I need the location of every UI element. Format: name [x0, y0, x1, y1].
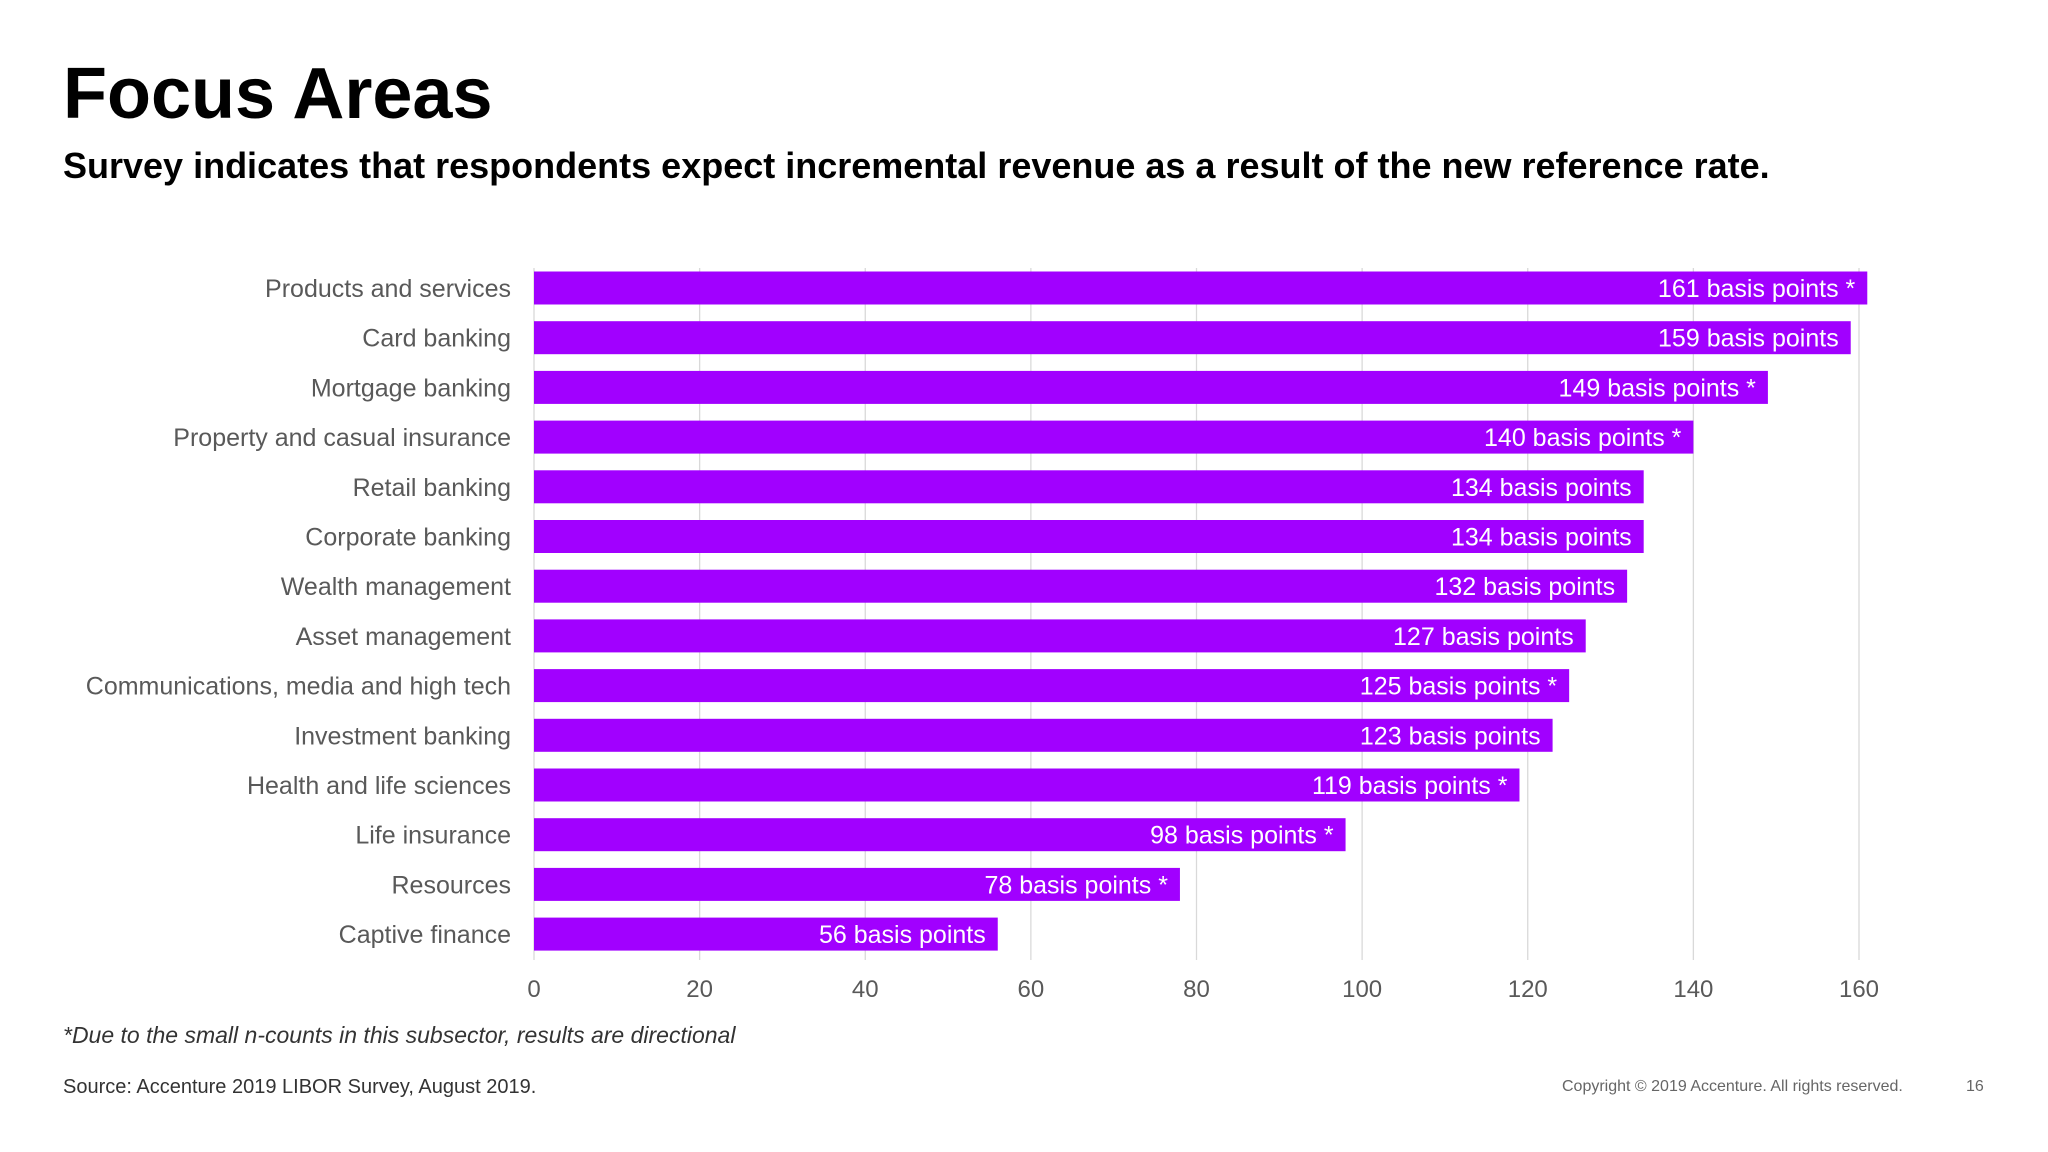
x-tick-label: 0 — [527, 976, 540, 1003]
labels: 0 20 40 60 80 100 120 140 160 Products and servic… — [86, 275, 1879, 1003]
data-label: 161 basis points * — [1658, 275, 1856, 303]
category-label: Asset management — [296, 623, 511, 651]
x-tick-label: 60 — [1018, 976, 1045, 1003]
bar — [534, 520, 1644, 553]
data-label: 140 basis points * — [1484, 424, 1682, 452]
category-label: Corporate banking — [305, 524, 511, 552]
data-label: 134 basis points — [1451, 474, 1632, 502]
page-title: Focus Areas — [63, 54, 493, 134]
bar-chart: 0 20 40 60 80 100 120 140 160 Products and servic… — [86, 268, 1879, 1003]
source-note: Source: Accenture 2019 LIBOR Survey, Aug… — [63, 1076, 537, 1098]
bar — [534, 867, 1180, 901]
page-number: 16 — [1966, 1078, 1984, 1095]
category-label: Communications, media and high tech — [86, 673, 511, 701]
bar — [534, 718, 1553, 752]
bar — [534, 271, 1868, 305]
bar — [534, 569, 1628, 603]
copyright-notice: Copyright © 2019 Accenture. All rights r… — [1562, 1078, 1903, 1095]
x-tick-label: 20 — [686, 976, 713, 1003]
page-subtitle: Survey indicates that respondents expect… — [63, 145, 1770, 186]
bar — [534, 818, 1346, 852]
data-label: 98 basis points * — [1150, 822, 1334, 850]
bar — [534, 420, 1694, 454]
category-label: Captive finance — [339, 921, 511, 949]
bar — [534, 619, 1586, 653]
category-label: Retail banking — [353, 474, 511, 502]
x-tick-label: 100 — [1342, 976, 1382, 1003]
category-label: Property and casual insurance — [173, 424, 511, 452]
category-label: Wealth management — [281, 573, 511, 601]
data-label: 123 basis points — [1360, 722, 1541, 750]
bar — [534, 370, 1768, 404]
category-label: Life insurance — [355, 822, 511, 850]
x-tick-label: 40 — [852, 976, 879, 1003]
bar — [534, 669, 1570, 703]
footnote: *Due to the small n-counts in this subse… — [63, 1022, 736, 1048]
data-label: 159 basis points — [1658, 325, 1839, 353]
data-label: 78 basis points * — [984, 871, 1168, 899]
x-tick-label: 80 — [1183, 976, 1210, 1003]
category-label: Mortgage banking — [311, 374, 511, 402]
bar — [534, 321, 1851, 355]
data-label: 149 basis points * — [1559, 374, 1757, 402]
category-label: Health and life sciences — [247, 772, 511, 800]
category-label: Investment banking — [294, 722, 511, 750]
data-label: 56 basis points — [819, 921, 986, 949]
bar — [534, 917, 998, 951]
data-label: 134 basis points — [1451, 524, 1632, 552]
bars — [534, 271, 1868, 951]
category-label: Card banking — [362, 325, 511, 353]
data-label: 132 basis points — [1434, 573, 1615, 601]
x-tick-label: 160 — [1839, 976, 1879, 1003]
data-label: 119 basis points * — [1312, 772, 1508, 800]
category-label: Resources — [392, 871, 512, 899]
bar — [534, 470, 1644, 504]
x-tick-label: 120 — [1508, 976, 1548, 1003]
category-label: Products and services — [265, 275, 511, 303]
data-label: 127 basis points — [1393, 623, 1574, 651]
x-tick-label: 140 — [1673, 976, 1713, 1003]
data-label: 125 basis points * — [1360, 673, 1558, 701]
bar — [534, 768, 1520, 802]
